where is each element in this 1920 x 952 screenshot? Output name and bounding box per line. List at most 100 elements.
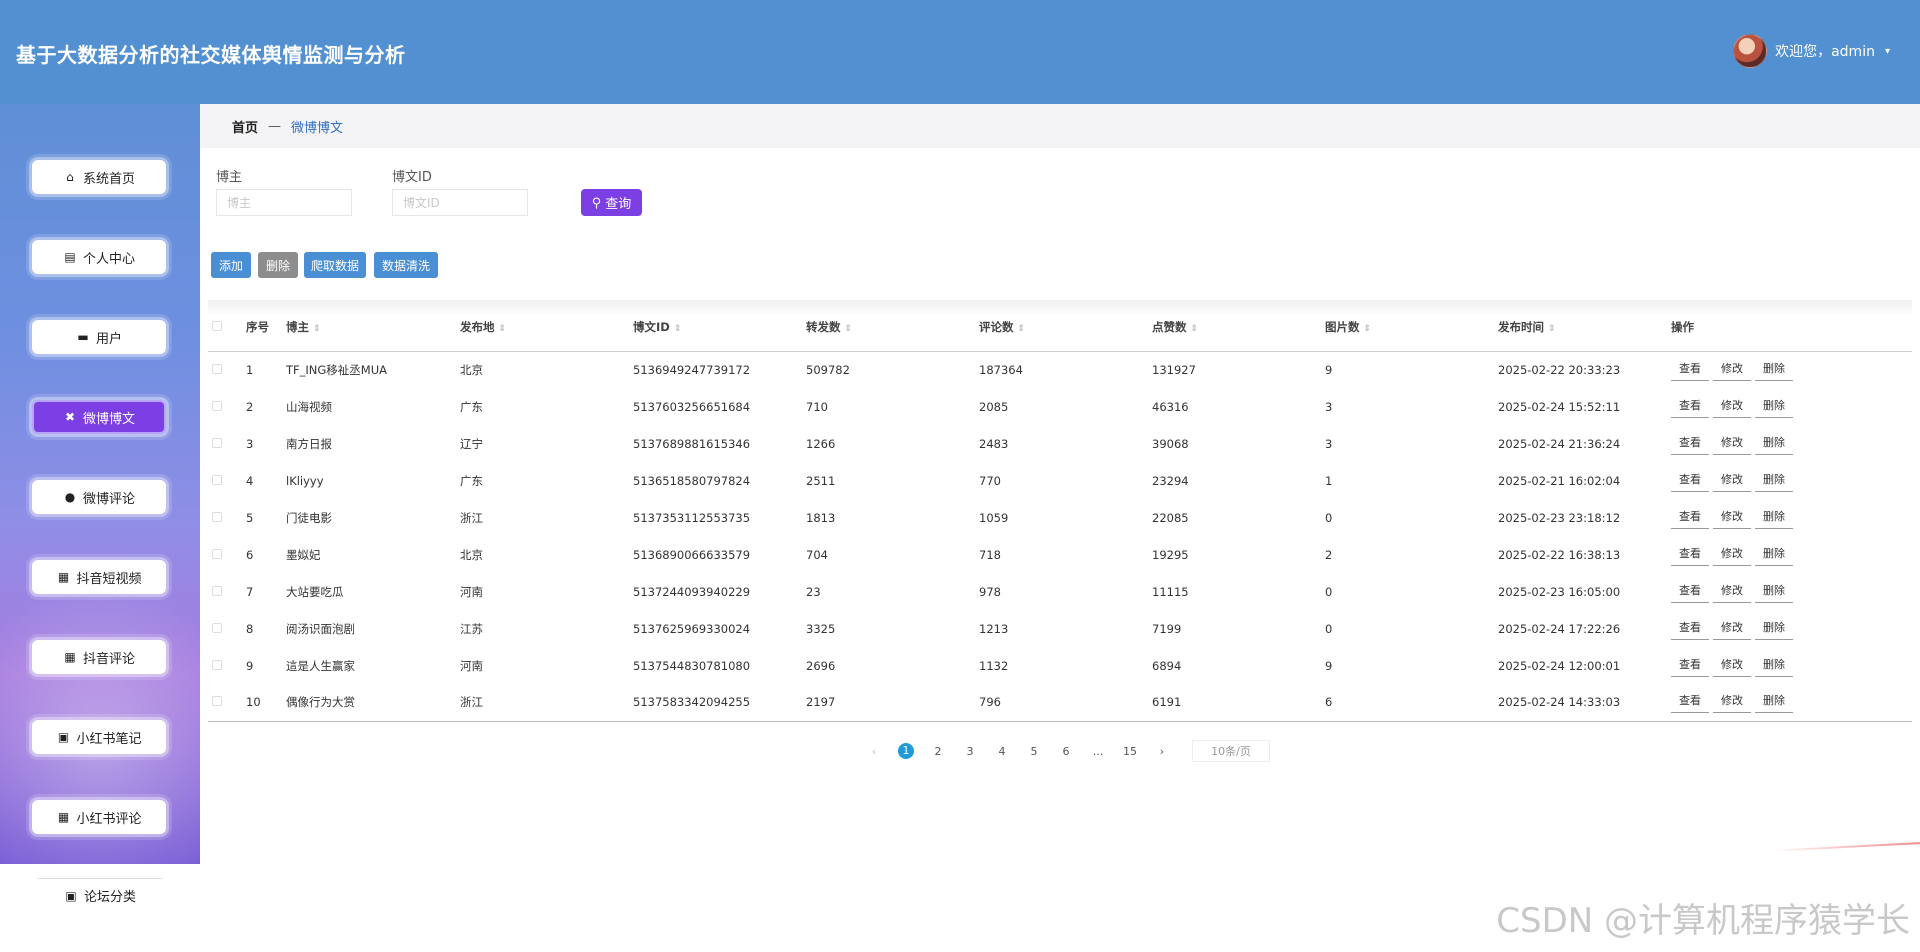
row-checkbox[interactable] xyxy=(212,400,222,411)
row-checkbox[interactable] xyxy=(212,659,222,670)
edit-button[interactable]: 修改 xyxy=(1713,543,1751,566)
page-size-select[interactable]: 10条/页 xyxy=(1192,740,1270,762)
edit-button[interactable]: 修改 xyxy=(1713,580,1751,603)
user-menu[interactable]: 欢迎您，admin ▾ xyxy=(1733,34,1890,68)
post-id-search-input[interactable] xyxy=(392,189,528,216)
column-header[interactable]: 发布地 ⇕ xyxy=(460,304,633,352)
sort-icon[interactable]: ⇕ xyxy=(1363,324,1372,335)
view-button[interactable]: 查看 xyxy=(1671,654,1709,677)
sort-icon[interactable]: ⇕ xyxy=(1190,324,1199,335)
row-delete-button[interactable]: 删除 xyxy=(1755,543,1793,566)
view-button[interactable]: 查看 xyxy=(1671,543,1709,566)
sidebar-item-9[interactable]: ▦ 小红书评论 xyxy=(32,800,166,834)
sort-icon[interactable]: ⇕ xyxy=(673,324,682,335)
view-button[interactable]: 查看 xyxy=(1671,691,1709,714)
page-3[interactable]: 3 xyxy=(954,745,986,758)
view-button[interactable]: 查看 xyxy=(1671,506,1709,529)
delete-button[interactable]: 删除 xyxy=(258,252,298,278)
row-delete-button[interactable]: 删除 xyxy=(1755,432,1793,455)
column-header[interactable]: 博文ID ⇕ xyxy=(633,304,806,352)
row-checkbox[interactable] xyxy=(212,511,222,522)
avatar[interactable] xyxy=(1733,34,1768,68)
sidebar-item-10[interactable]: ▣ 论坛分类 xyxy=(38,878,162,912)
column-header[interactable]: 博主 ⇕ xyxy=(286,304,460,352)
data-clean-button[interactable]: 数据清洗 xyxy=(374,252,438,278)
sort-icon[interactable]: ⇕ xyxy=(1017,324,1026,335)
row-checkbox[interactable] xyxy=(212,437,222,448)
view-button[interactable]: 查看 xyxy=(1671,580,1709,603)
view-button[interactable]: 查看 xyxy=(1671,617,1709,640)
page-15[interactable]: 15 xyxy=(1114,745,1146,758)
cell-time: 2025-02-23 16:05:00 xyxy=(1498,584,1621,599)
chevron-down-icon[interactable]: ▾ xyxy=(1884,45,1890,57)
column-header[interactable]: 转发数 ⇕ xyxy=(806,304,979,352)
crawl-data-button[interactable]: 爬取数据 xyxy=(304,252,366,278)
sidebar-item-label: 用户 xyxy=(95,331,122,347)
cell-reposts: 1266 xyxy=(806,436,836,451)
sidebar-item-1[interactable]: ⌂ 系统首页 xyxy=(32,160,166,194)
column-header[interactable]: 发布时间 ⇕ xyxy=(1498,304,1671,352)
row-checkbox[interactable] xyxy=(212,622,222,633)
add-button[interactable]: 添加 xyxy=(211,252,251,278)
edit-button[interactable]: 修改 xyxy=(1713,617,1751,640)
page-6[interactable]: 6 xyxy=(1050,745,1082,758)
sidebar-item-7[interactable]: ▦ 抖音评论 xyxy=(32,640,166,674)
next-page-button[interactable]: › xyxy=(1146,745,1178,758)
column-header[interactable]: 图片数 ⇕ xyxy=(1325,304,1498,352)
cell-location: 北京 xyxy=(460,362,483,377)
row-delete-button[interactable]: 删除 xyxy=(1755,506,1793,529)
sidebar-item-3[interactable]: ▬ 用户 xyxy=(32,320,166,354)
sort-icon[interactable]: ⇕ xyxy=(313,324,321,335)
page-1[interactable]: 1 xyxy=(890,743,922,759)
page-2[interactable]: 2 xyxy=(922,745,954,758)
row-delete-button[interactable]: 删除 xyxy=(1755,469,1793,492)
edit-button[interactable]: 修改 xyxy=(1713,654,1751,677)
cell-time: 2025-02-23 23:18:12 xyxy=(1498,510,1621,525)
author-search-input[interactable] xyxy=(216,189,352,216)
sort-icon[interactable]: ⇕ xyxy=(844,324,853,335)
cell-location: 浙江 xyxy=(460,684,633,722)
view-button[interactable]: 查看 xyxy=(1671,432,1709,455)
view-button[interactable]: 查看 xyxy=(1671,469,1709,492)
row-checkbox[interactable] xyxy=(212,585,222,596)
sidebar-item-2[interactable]: ▤ 个人中心 xyxy=(32,240,166,274)
row-delete-button[interactable]: 删除 xyxy=(1755,580,1793,603)
row-checkbox[interactable] xyxy=(212,548,222,559)
edit-button[interactable]: 修改 xyxy=(1713,691,1751,714)
sort-icon[interactable]: ⇕ xyxy=(498,324,507,335)
column-header[interactable]: 评论数 ⇕ xyxy=(979,304,1152,352)
sidebar-item-5[interactable]: ● 微博评论 xyxy=(32,480,166,514)
page-15-label: 15 xyxy=(1123,744,1137,758)
column-header[interactable]: 点赞数 ⇕ xyxy=(1152,304,1325,352)
edit-button[interactable]: 修改 xyxy=(1713,432,1751,455)
row-delete-button[interactable]: 删除 xyxy=(1755,395,1793,418)
table-row: 6 墨姒妃 北京 5136890066633579 704 718 19295 2 2025-0… xyxy=(208,536,1912,573)
select-all-checkbox[interactable] xyxy=(212,321,222,332)
row-delete-button[interactable]: 删除 xyxy=(1755,617,1793,640)
view-button[interactable]: 查看 xyxy=(1671,358,1709,381)
edit-button[interactable]: 修改 xyxy=(1713,506,1751,529)
sidebar-item-6[interactable]: ▦ 抖音短视频 xyxy=(32,560,166,594)
edit-button[interactable]: 修改 xyxy=(1713,469,1751,492)
row-delete-button[interactable]: 删除 xyxy=(1755,358,1793,381)
sidebar-item-4[interactable]: ✖ 微博博文 xyxy=(32,400,166,434)
cell-id: 5136890066633579 xyxy=(633,547,751,562)
prev-page-button[interactable]: ‹ xyxy=(858,745,890,758)
row-delete-button[interactable]: 删除 xyxy=(1755,654,1793,677)
row-delete-button[interactable]: 删除 xyxy=(1755,691,1793,714)
edit-button[interactable]: 修改 xyxy=(1713,358,1751,381)
prev-page-button-label: ‹ xyxy=(871,744,877,758)
row-checkbox[interactable] xyxy=(212,474,222,485)
query-button[interactable]: ⚲ 查询 xyxy=(581,189,642,216)
cell-no: 10 xyxy=(246,684,286,722)
sidebar-item-8[interactable]: ▣ 小红书笔记 xyxy=(32,720,166,754)
row-checkbox[interactable] xyxy=(212,363,222,374)
view-button[interactable]: 查看 xyxy=(1671,395,1709,418)
edit-button[interactable]: 修改 xyxy=(1713,395,1751,418)
page-4[interactable]: 4 xyxy=(986,745,1018,758)
sort-icon[interactable]: ⇕ xyxy=(1548,324,1556,335)
cell-likes: 131927 xyxy=(1152,362,1196,377)
breadcrumb-home[interactable]: 首页 xyxy=(232,120,259,136)
page-5[interactable]: 5 xyxy=(1018,745,1050,758)
row-checkbox[interactable] xyxy=(212,696,222,707)
